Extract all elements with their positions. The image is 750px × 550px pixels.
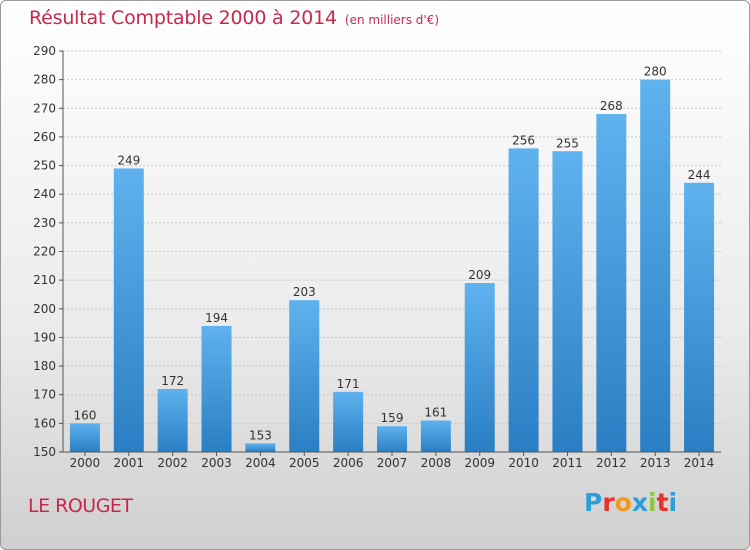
bar bbox=[113, 168, 144, 452]
logo-letter: o bbox=[614, 488, 632, 517]
x-tick-label: 2010 bbox=[508, 456, 539, 470]
x-tick-label: 2004 bbox=[245, 456, 276, 470]
bar bbox=[289, 300, 320, 452]
y-tick-label: 150 bbox=[33, 445, 56, 459]
bar bbox=[201, 325, 232, 452]
y-tick-label: 210 bbox=[33, 273, 56, 287]
y-tick-label: 230 bbox=[33, 216, 56, 230]
bar bbox=[464, 283, 495, 452]
data-label: 256 bbox=[512, 133, 535, 147]
logo-letter: x bbox=[631, 488, 648, 517]
bar bbox=[69, 423, 100, 452]
y-tick-label: 220 bbox=[33, 245, 56, 259]
logo-letter: t bbox=[656, 488, 669, 517]
chart-title: Résultat Comptable 2000 à 2014 (en millie… bbox=[29, 7, 439, 29]
data-label: 172 bbox=[161, 374, 184, 388]
logo-letter: P bbox=[584, 488, 603, 517]
bar bbox=[245, 443, 276, 452]
data-label: 244 bbox=[688, 168, 711, 182]
bar bbox=[157, 388, 188, 452]
y-tick-label: 190 bbox=[33, 330, 56, 344]
y-axis: 150 160 170 180 190 200 210 220 230 240 250 260 270 2… bbox=[33, 44, 64, 459]
bar bbox=[377, 426, 407, 452]
data-label: 280 bbox=[644, 65, 667, 79]
y-tick-label: 250 bbox=[33, 159, 56, 173]
data-label: 194 bbox=[205, 311, 228, 325]
data-label: 249 bbox=[117, 153, 140, 167]
data-label: 209 bbox=[468, 268, 491, 282]
y-tick-label: 200 bbox=[33, 302, 56, 316]
data-label: 159 bbox=[381, 411, 404, 425]
bars: 160 249 172 194 153 203 171 159 161 209 256 255 268 2… bbox=[69, 65, 715, 453]
x-tick-label: 2001 bbox=[114, 456, 145, 470]
logo-letter: r bbox=[602, 488, 615, 517]
unit-text: (en milliers d'€) bbox=[344, 13, 440, 27]
x-axis: 2000 2001 2002 2003 2004 2005 2006 2007 2008 2009… bbox=[63, 451, 721, 470]
y-tick-label: 270 bbox=[33, 101, 56, 115]
bar bbox=[333, 391, 364, 452]
x-tick-label: 2009 bbox=[464, 456, 495, 470]
data-label: 171 bbox=[337, 377, 360, 391]
y-tick-label: 260 bbox=[33, 130, 56, 144]
x-tick-label: 2002 bbox=[157, 456, 188, 470]
data-label: 268 bbox=[600, 99, 623, 113]
data-label: 203 bbox=[293, 285, 316, 299]
x-tick-label: 2006 bbox=[333, 456, 364, 470]
x-tick-label: 2011 bbox=[552, 456, 583, 470]
y-tick-label: 160 bbox=[33, 416, 56, 430]
x-tick-label: 2012 bbox=[596, 456, 627, 470]
y-tick-label: 290 bbox=[33, 44, 56, 58]
y-tick-label: 280 bbox=[33, 73, 56, 87]
commune-name: LE ROUGET bbox=[28, 495, 133, 517]
x-tick-label: 2014 bbox=[684, 456, 715, 470]
x-tick-label: 2007 bbox=[377, 456, 408, 470]
y-tick-label: 170 bbox=[33, 388, 56, 402]
data-label: 153 bbox=[249, 428, 272, 442]
x-tick-label: 2003 bbox=[201, 456, 232, 470]
x-tick-label: 2005 bbox=[289, 456, 320, 470]
data-label: 161 bbox=[424, 405, 447, 419]
title-text: Résultat Comptable 2000 à 2014 bbox=[29, 7, 337, 29]
y-tick-label: 180 bbox=[33, 359, 56, 373]
x-tick-label: 2008 bbox=[421, 456, 452, 470]
bar bbox=[420, 420, 451, 452]
logo-letter: i bbox=[668, 488, 678, 517]
bar bbox=[640, 79, 671, 453]
logo-letter: i bbox=[648, 488, 657, 517]
proxiti-logo: Proxiti bbox=[584, 488, 677, 517]
bar bbox=[552, 151, 583, 452]
data-label: 160 bbox=[73, 408, 96, 422]
bar bbox=[596, 114, 627, 452]
bar bbox=[508, 148, 539, 452]
data-label: 255 bbox=[556, 136, 579, 150]
bar bbox=[684, 182, 715, 452]
x-tick-label: 2013 bbox=[640, 456, 671, 470]
x-tick-label: 2000 bbox=[70, 456, 101, 470]
y-tick-label: 240 bbox=[33, 187, 56, 201]
